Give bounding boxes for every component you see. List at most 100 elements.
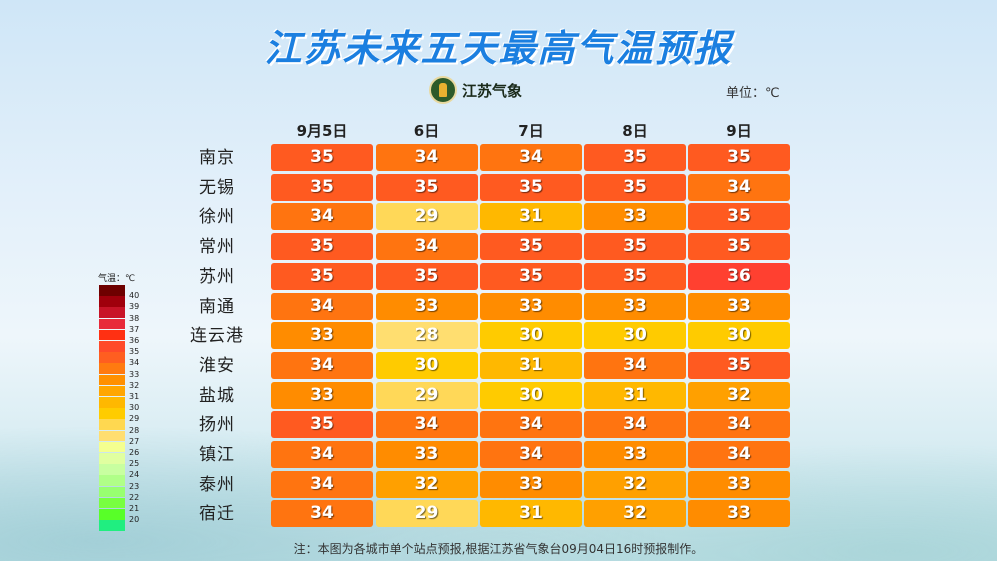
- row-header-city: 苏州: [199, 266, 235, 287]
- row-header-city: 徐州: [199, 207, 235, 228]
- heatmap-cell: 36: [688, 262, 790, 290]
- legend-swatch: [99, 453, 125, 464]
- heatmap-cell: 34: [271, 351, 373, 379]
- footnote: 注：本图为各城市单个站点预报,根据江苏省气象台09月04日16时预报制作。: [293, 542, 704, 556]
- logo: 江苏气象: [429, 76, 522, 104]
- legend-label: 21: [129, 504, 140, 513]
- heatmap-cell: 30: [375, 351, 478, 379]
- column-header: 7日: [518, 122, 544, 140]
- row-header-city: 淮安: [199, 355, 235, 376]
- legend-label: 24: [129, 470, 140, 480]
- legend-swatch: [99, 363, 125, 374]
- heatmap-cell: 35: [271, 144, 373, 171]
- legend-label: 27: [129, 436, 140, 446]
- legend-label: 22: [129, 492, 140, 502]
- heatmap-cell: 34: [271, 292, 373, 320]
- legend-label: 40: [129, 291, 140, 301]
- row-header-city: 镇江: [199, 445, 235, 465]
- legend-swatch: [99, 307, 125, 318]
- heatmap-cell: 34: [584, 411, 686, 439]
- heatmap-cell: 35: [480, 233, 582, 261]
- legend-swatch: [99, 296, 125, 307]
- heatmap-cell: 33: [688, 470, 790, 498]
- heatmap-cell: 30: [584, 322, 686, 350]
- heatmap-cell: 31: [584, 381, 686, 409]
- legend-label: 25: [129, 459, 140, 469]
- heatmap-cell: 35: [271, 411, 373, 439]
- column-header: 6日: [413, 122, 440, 140]
- legend-swatch: [99, 397, 125, 408]
- heatmap-cell: 34: [688, 441, 790, 468]
- legend-label: 34: [129, 358, 140, 368]
- heatmap-cell: 29: [375, 500, 478, 528]
- legend-label: 35: [129, 347, 140, 357]
- weather-bureau-emblem-icon: [429, 76, 457, 104]
- legend-label: 30: [129, 403, 140, 413]
- row-header-city: 宿迁: [199, 504, 235, 525]
- heatmap-cell: 35: [271, 173, 373, 201]
- heatmap-cell: 31: [480, 203, 582, 231]
- heatmap-cell: 33: [688, 500, 790, 528]
- row-header-city: 南京: [199, 148, 235, 168]
- heatmap-cell: 35: [480, 262, 582, 290]
- legend-label: 26: [129, 448, 140, 457]
- legend-swatch: [99, 497, 125, 509]
- heatmap-cell: 33: [584, 292, 686, 320]
- heatmap-cell: 33: [584, 203, 686, 231]
- legend-label: 39: [129, 302, 140, 312]
- legend-label: 20: [129, 515, 140, 525]
- column-header: 8日: [622, 122, 648, 140]
- heatmap-cell: 34: [375, 233, 478, 261]
- heatmap-cell: 30: [480, 322, 582, 350]
- heatmap-cell: 33: [375, 441, 478, 468]
- legend-swatch: [99, 329, 125, 341]
- unit-label: 单位：℃: [726, 86, 780, 101]
- heatmap-cell: 29: [375, 203, 478, 231]
- legend-label: 32: [129, 380, 140, 390]
- legend-swatch: [99, 385, 125, 397]
- heatmap-cell: 35: [688, 203, 790, 231]
- heatmap-cell: 34: [271, 470, 373, 498]
- heatmap-cell: 35: [688, 233, 790, 261]
- heatmap-cell: 35: [584, 144, 686, 171]
- row-header-city: 南通: [199, 296, 235, 317]
- heatmap-cell: 31: [480, 500, 582, 528]
- heatmap-cell: 34: [375, 411, 478, 439]
- heatmap-cell: 31: [480, 351, 582, 379]
- row-header-city: 泰州: [199, 474, 235, 495]
- heatmap-cell: 35: [480, 173, 582, 201]
- heatmap-cell: 33: [688, 292, 790, 320]
- heatmap-cell: 33: [584, 441, 686, 468]
- legend-swatch: [99, 509, 125, 520]
- heatmap-cell: 34: [271, 500, 373, 528]
- page-title: 江苏未来五天最高气温预报: [264, 27, 733, 70]
- legend-label: 28: [129, 425, 140, 435]
- row-header-city: 扬州: [199, 415, 235, 436]
- column-header: 9月5日: [296, 122, 348, 140]
- legend-swatch: [99, 486, 125, 498]
- legend-label: 23: [129, 481, 140, 491]
- heatmap-cell: 34: [584, 351, 686, 379]
- legend-swatch: [99, 520, 125, 531]
- heatmap-cell: 33: [375, 292, 478, 320]
- heatmap-cell: 34: [271, 203, 373, 231]
- legend-swatch: [99, 341, 125, 352]
- heatmap-cell: 35: [375, 173, 478, 201]
- heatmap-cell: 35: [271, 262, 373, 290]
- heatmap-cell: 29: [375, 381, 478, 409]
- heatmap-cell: 32: [375, 470, 478, 498]
- heatmap-cell: 33: [271, 322, 373, 350]
- heatmap-cell: 28: [375, 322, 478, 350]
- legend-title: 气温：℃: [98, 274, 136, 284]
- legend-label: 36: [129, 336, 140, 345]
- logo-text: 江苏气象: [462, 81, 523, 100]
- row-header-city: 连云港: [190, 326, 244, 347]
- heatmap-cell: 34: [480, 441, 582, 468]
- legend-swatch: [99, 408, 125, 419]
- legend-swatch: [99, 374, 125, 386]
- row-header-city: 盐城: [199, 385, 235, 406]
- legend-label: 29: [129, 414, 140, 424]
- legend-swatch: [99, 441, 125, 453]
- heatmap-cell: 33: [480, 470, 582, 498]
- heatmap-cell: 34: [480, 411, 582, 439]
